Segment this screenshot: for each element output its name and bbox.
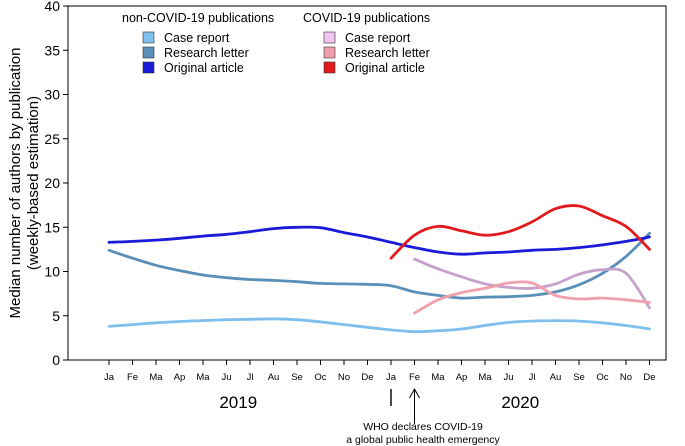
legend-label: Original article [164,61,244,75]
legend-title: COVID-19 publications [303,11,430,25]
legend-group-covid: COVID-19 publications Case reportResearch… [303,11,430,75]
x-tick-label: Au [550,372,562,383]
legend-title: non-COVID-19 publications [122,11,274,25]
x-tick-label: De [361,372,373,383]
series-line-non-covid-19-original-article [107,225,651,256]
x-tick-label: Ma [149,372,163,383]
x-tick-label: Ma [478,372,492,383]
y-tick-label: 40 [44,0,60,14]
series-line-non-covid-19-research-letter [107,232,651,300]
legend-label: Research letter [164,46,249,60]
series-line-non-covid-19-case-report [107,317,651,334]
legend-swatch [323,46,336,59]
x-tick-label: Ap [456,372,468,383]
x-tick-label: Oc [596,372,608,383]
x-tick-label: Oc [314,372,326,383]
x-tick-label: Jl [529,372,536,383]
legend-label: Case report [345,31,411,45]
x-tick-label: No [338,372,350,383]
legend-swatch [142,46,155,59]
x-tick-label: Au [268,372,280,383]
y-tick-label: 30 [44,87,60,103]
label-layer: 2019 2020 Median number of authors by publ… [7,48,539,446]
y-axis-label-line1: Median number of authors by publication [7,48,24,319]
legend-group-non-covid: non-COVID-19 publications Case reportRese… [122,11,274,75]
x-tick-label: Ap [174,372,186,383]
annotation-arrow-head [409,387,420,399]
y-tick-label: 10 [44,264,60,280]
axis-layer: 0 5 10 15 20 25 30 35 40 Ja Fe Ma Ap Ma Ju Jl Au Se Oc No De… [44,0,667,383]
x-tick-label: Fe [127,372,138,383]
x-tick-label: Ma [196,372,210,383]
legend-label: Research letter [345,46,430,60]
legend-swatch [142,61,155,74]
y-tick-label: 25 [44,131,60,147]
x-tick-label: Ja [386,372,397,383]
y-tick-label: 0 [52,352,60,368]
x-tick-label: Ju [221,372,231,383]
year-label: 2019 [219,393,257,412]
series-line-covid-19-original-article [389,204,651,260]
x-tick-label: Se [291,372,303,383]
x-tick-label: Ma [431,372,445,383]
year-label: 2020 [501,393,539,412]
series-layer [107,204,651,334]
y-axis-label: Median number of authors by publication(… [7,48,42,319]
x-tick-label: Jl [247,372,254,383]
x-tick-label: Ja [104,372,115,383]
y-axis-label-line2: (weekly-based estimation) [25,96,42,270]
y-tick-label: 15 [44,219,60,235]
legend-swatch [323,31,336,44]
series-line-covid-19-case-report [413,257,651,310]
legend-swatch [142,31,155,44]
series-line-covid-19-research-letter [413,280,651,315]
x-tick-label: Fe [409,372,420,383]
legend-swatch [323,61,336,74]
x-tick-label: No [620,372,632,383]
legend-label: Case report [164,31,230,45]
annotation-line1: WHO declares COVID-19 [363,421,483,433]
x-tick-label: Se [573,372,585,383]
x-tick-label: Ju [503,372,513,383]
y-tick-label: 35 [44,42,60,58]
y-tick-label: 20 [44,175,60,191]
annotation-line2: a global public health emergency [346,434,500,446]
legend-label: Original article [345,61,425,75]
y-tick-label: 5 [52,308,60,324]
x-tick-label: De [643,372,655,383]
